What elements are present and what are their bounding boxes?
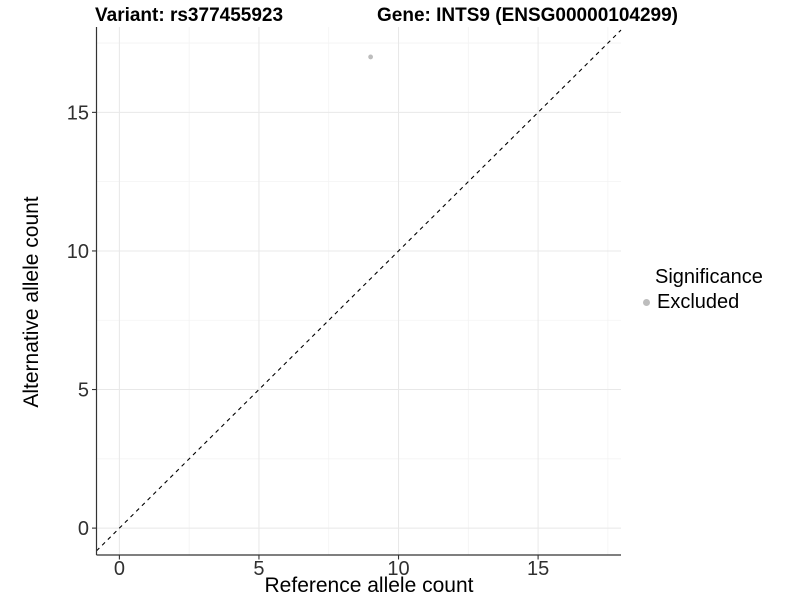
- identity-reference-line: [96, 29, 622, 552]
- excluded-point-icon: [643, 298, 650, 306]
- legend: Significance Excluded: [643, 265, 763, 314]
- y-tick-label: 0: [78, 518, 89, 540]
- x-axis-label: Reference allele count: [264, 574, 474, 597]
- x-tick-label: 15: [527, 558, 549, 580]
- y-tick-label: 10: [67, 241, 89, 263]
- y-axis-label: Alternative allele count: [20, 196, 43, 408]
- x-tick-label: 10: [387, 558, 409, 580]
- x-tick-label: 0: [114, 558, 125, 580]
- legend-item-label: Excluded: [657, 291, 740, 313]
- plot-title-variant: Variant: rs377455923: [95, 5, 284, 26]
- y-tick-label: 15: [67, 102, 89, 124]
- legend-title: Significance: [655, 266, 763, 288]
- data-point: [368, 54, 374, 60]
- plot-title-gene: Gene: INTS9 (ENSG00000104299): [377, 5, 678, 26]
- x-tick-label: 5: [253, 558, 264, 580]
- legend-item-excluded: Excluded: [643, 290, 763, 314]
- y-tick-label: 5: [78, 380, 89, 402]
